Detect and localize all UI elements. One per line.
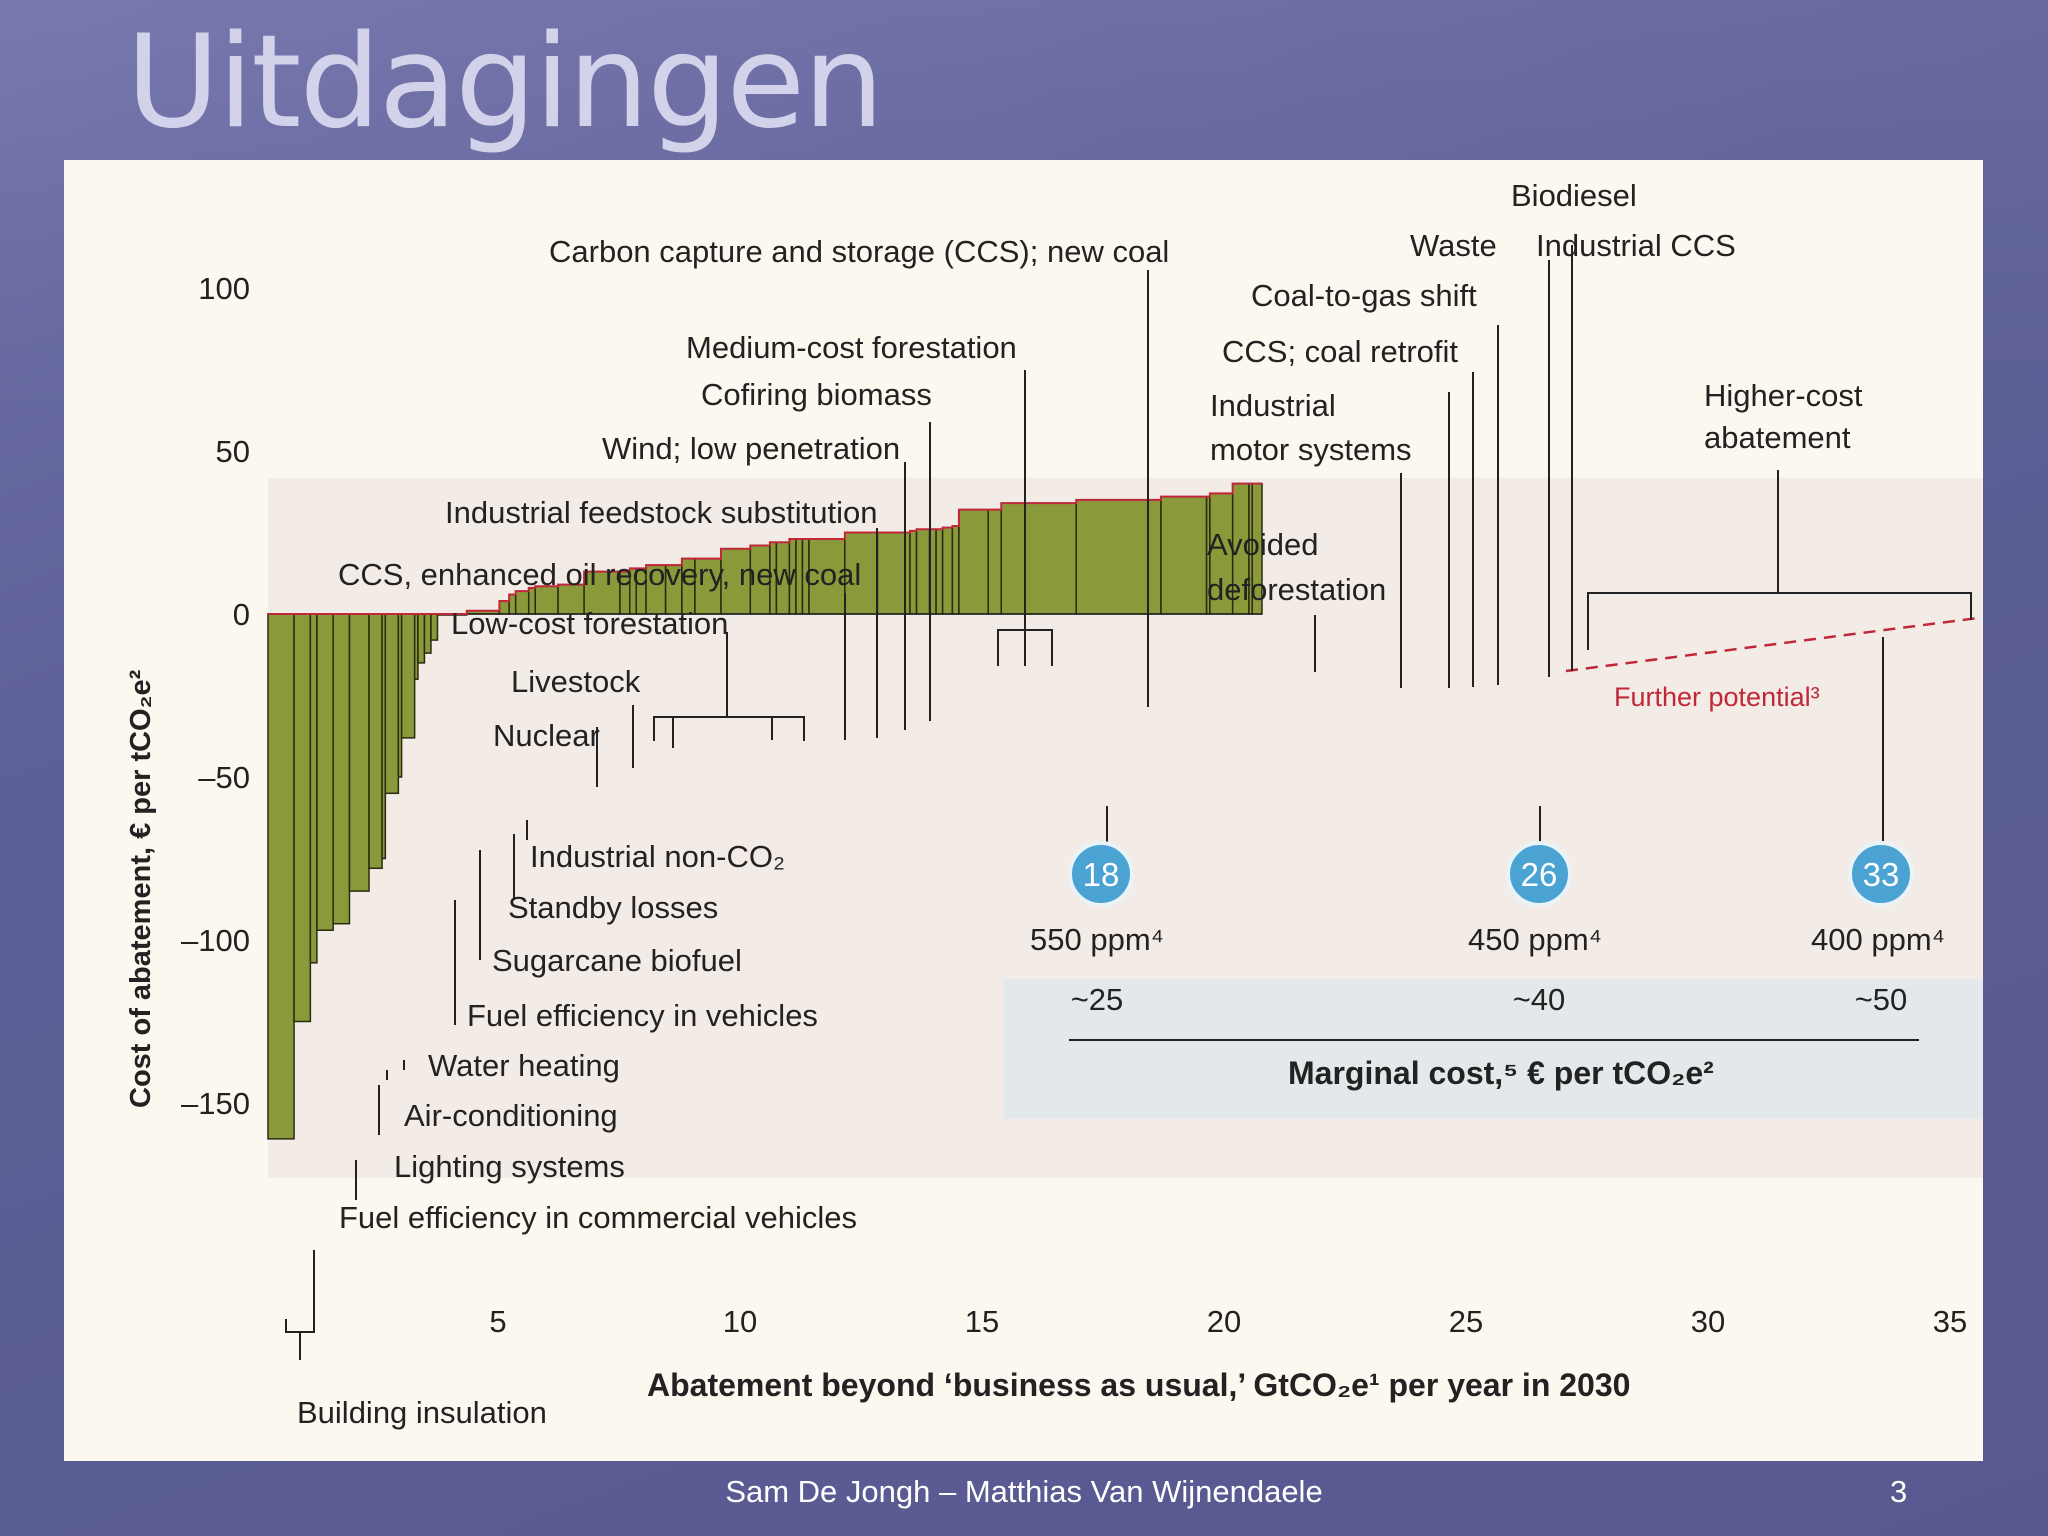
slide-footer: Sam De Jongh – Matthias Van Wijnendaele	[725, 1474, 1323, 1509]
abatement-bar	[987, 508, 1003, 615]
label-building-insulation: Building insulation	[297, 1395, 547, 1430]
x-tick-label: 10	[723, 1304, 757, 1339]
abatement-bar	[293, 613, 312, 1023]
label-industrial-motor-1: Industrial	[1210, 388, 1336, 423]
scenario-badge-1	[1068, 841, 1134, 907]
abatement-bar	[1000, 502, 1077, 615]
label-coal-to-gas: Coal-to-gas shift	[1251, 278, 1477, 313]
scenario-ppm-3: 400 ppm⁴	[1811, 922, 1945, 957]
y-tick-label: –50	[198, 760, 250, 795]
scenario-cost-3: ~50	[1855, 982, 1908, 1017]
abatement-bar	[332, 613, 351, 925]
abatement-bar	[348, 613, 370, 892]
y-tick-label: –150	[181, 1086, 250, 1121]
label-medium-cost-forestation: Medium-cost forestation	[686, 330, 1017, 365]
y-tick-label: 100	[198, 271, 250, 306]
x-tick-label: 15	[965, 1304, 999, 1339]
label-industrial-non-co2: Industrial non-CO₂	[530, 839, 785, 874]
label-higher-cost-2: abatement	[1704, 420, 1851, 455]
label-ccs-coal-retrofit: CCS; coal retrofit	[1222, 334, 1458, 369]
abatement-bar	[583, 570, 621, 615]
label-low-cost-forestation: Low-cost forestation	[451, 606, 728, 641]
abatement-bar	[935, 528, 944, 615]
label-air-conditioning: Air-conditioning	[404, 1098, 618, 1133]
label-further-potential: Further potential³	[1614, 682, 1820, 712]
abatement-bar	[417, 613, 426, 664]
leader-lines	[285, 245, 1972, 1360]
scenario-badge-3	[1848, 841, 1914, 907]
abatement-bar	[1160, 495, 1208, 615]
label-fuel-efficiency-commercial: Fuel efficiency in commercial vehicles	[339, 1200, 857, 1235]
label-wind-low-penetration: Wind; low penetration	[602, 431, 900, 466]
abatement-bar	[941, 526, 954, 615]
abatement-cost-curve-chart: 100 50 0 –50 –100 –150 5 10 15 20 25 30 35 Cost of a…	[125, 178, 1983, 1430]
abatement-bar	[430, 613, 439, 641]
label-cofiring-biomass: Cofiring biomass	[701, 377, 932, 412]
abatement-bar	[316, 613, 334, 931]
label-sugarcane-biofuel: Sugarcane biofuel	[492, 943, 742, 978]
label-livestock: Livestock	[511, 664, 641, 699]
label-waste: Waste	[1410, 228, 1497, 263]
scenario-ppm-2: 450 ppm⁴	[1468, 922, 1602, 957]
x-tick-label: 5	[489, 1304, 506, 1339]
bars-layer	[267, 482, 1263, 1140]
scenario-badge-3-label: 33	[1863, 856, 1900, 893]
abatement-bar	[384, 613, 400, 795]
marginal-cost-table: 550 ppm⁴ 450 ppm⁴ 400 ppm⁴ ~25 ~40 ~50 M…	[1030, 922, 1945, 1091]
abatement-bar	[951, 525, 960, 615]
label-avoided-deforestation-1: Avoided	[1207, 527, 1318, 562]
label-water-heating: Water heating	[428, 1048, 620, 1083]
label-avoided-deforestation-2: deforestation	[1207, 572, 1386, 607]
scenario-ppm-1: 550 ppm⁴	[1030, 922, 1164, 957]
label-industrial-feedstock: Industrial feedstock substitution	[445, 495, 878, 530]
scenario-cost-2: ~40	[1513, 982, 1566, 1017]
abatement-bar	[368, 613, 383, 870]
scenario-badges: 18 26 33	[1068, 841, 1914, 907]
cost-curve-outline	[268, 482, 1262, 615]
abatement-bar	[400, 613, 416, 739]
scenario-badge-2-label: 26	[1521, 856, 1558, 893]
label-ccs-new-coal: Carbon capture and storage (CCS); new co…	[549, 234, 1169, 269]
label-standby-losses: Standby losses	[508, 890, 718, 925]
y-tick-label: 0	[233, 597, 250, 632]
further-potential-line	[1565, 616, 1979, 673]
scenario-cost-1: ~25	[1071, 982, 1124, 1017]
x-tick-label: 25	[1449, 1304, 1483, 1339]
x-tick-label: 30	[1691, 1304, 1725, 1339]
label-higher-cost-1: Higher-cost	[1704, 378, 1863, 413]
x-axis-label: Abatement beyond ‘business as usual,’ Gt…	[647, 1367, 1630, 1403]
abatement-bar	[808, 538, 846, 615]
x-tick-label: 35	[1933, 1304, 1967, 1339]
abatement-bar	[915, 528, 931, 615]
abatement-bar	[423, 613, 432, 654]
y-axis-label: Cost of abatement, € per tCO₂e²	[125, 669, 157, 1108]
y-tick-label: 50	[216, 434, 250, 469]
scenario-badge-2	[1506, 841, 1572, 907]
label-industrial-motor-2: motor systems	[1210, 432, 1412, 467]
chart-figure: 100 50 0 –50 –100 –150 5 10 15 20 25 30 35 Cost of a…	[64, 160, 1983, 1461]
label-biodiesel: Biodiesel	[1511, 178, 1637, 213]
marginal-cost-title: Marginal cost,⁵ € per tCO₂e²	[1288, 1055, 1714, 1091]
abatement-bar	[267, 613, 295, 1140]
scenario-badge-1-label: 18	[1083, 856, 1120, 893]
x-tick-label: 20	[1207, 1304, 1241, 1339]
label-fuel-efficiency-vehicles: Fuel efficiency in vehicles	[467, 998, 818, 1033]
abatement-bar	[958, 508, 989, 615]
label-industrial-ccs: Industrial CCS	[1536, 228, 1736, 263]
label-lighting-systems: Lighting systems	[394, 1149, 625, 1184]
marginal-cost-panel	[1004, 979, 1983, 1119]
label-nuclear: Nuclear	[493, 718, 600, 753]
axis-layer: 100 50 0 –50 –100 –150 5 10 15 20 25 30 35	[181, 271, 1967, 1339]
upper-annotations: Biodiesel Waste Industrial CCS Coal-to-g…	[338, 178, 1863, 753]
abatement-bar	[309, 613, 318, 964]
slide-page-number: 3	[1890, 1474, 1908, 1509]
lower-annotations: Industrial non-CO₂ Standby losses Sugarc…	[297, 839, 857, 1430]
abatement-bar	[909, 530, 918, 615]
label-ccs-eor: CCS, enhanced oil recovery, new coal	[338, 557, 861, 592]
slide-title: Uitdagingen	[126, 8, 884, 157]
y-tick-label: –100	[181, 923, 250, 958]
